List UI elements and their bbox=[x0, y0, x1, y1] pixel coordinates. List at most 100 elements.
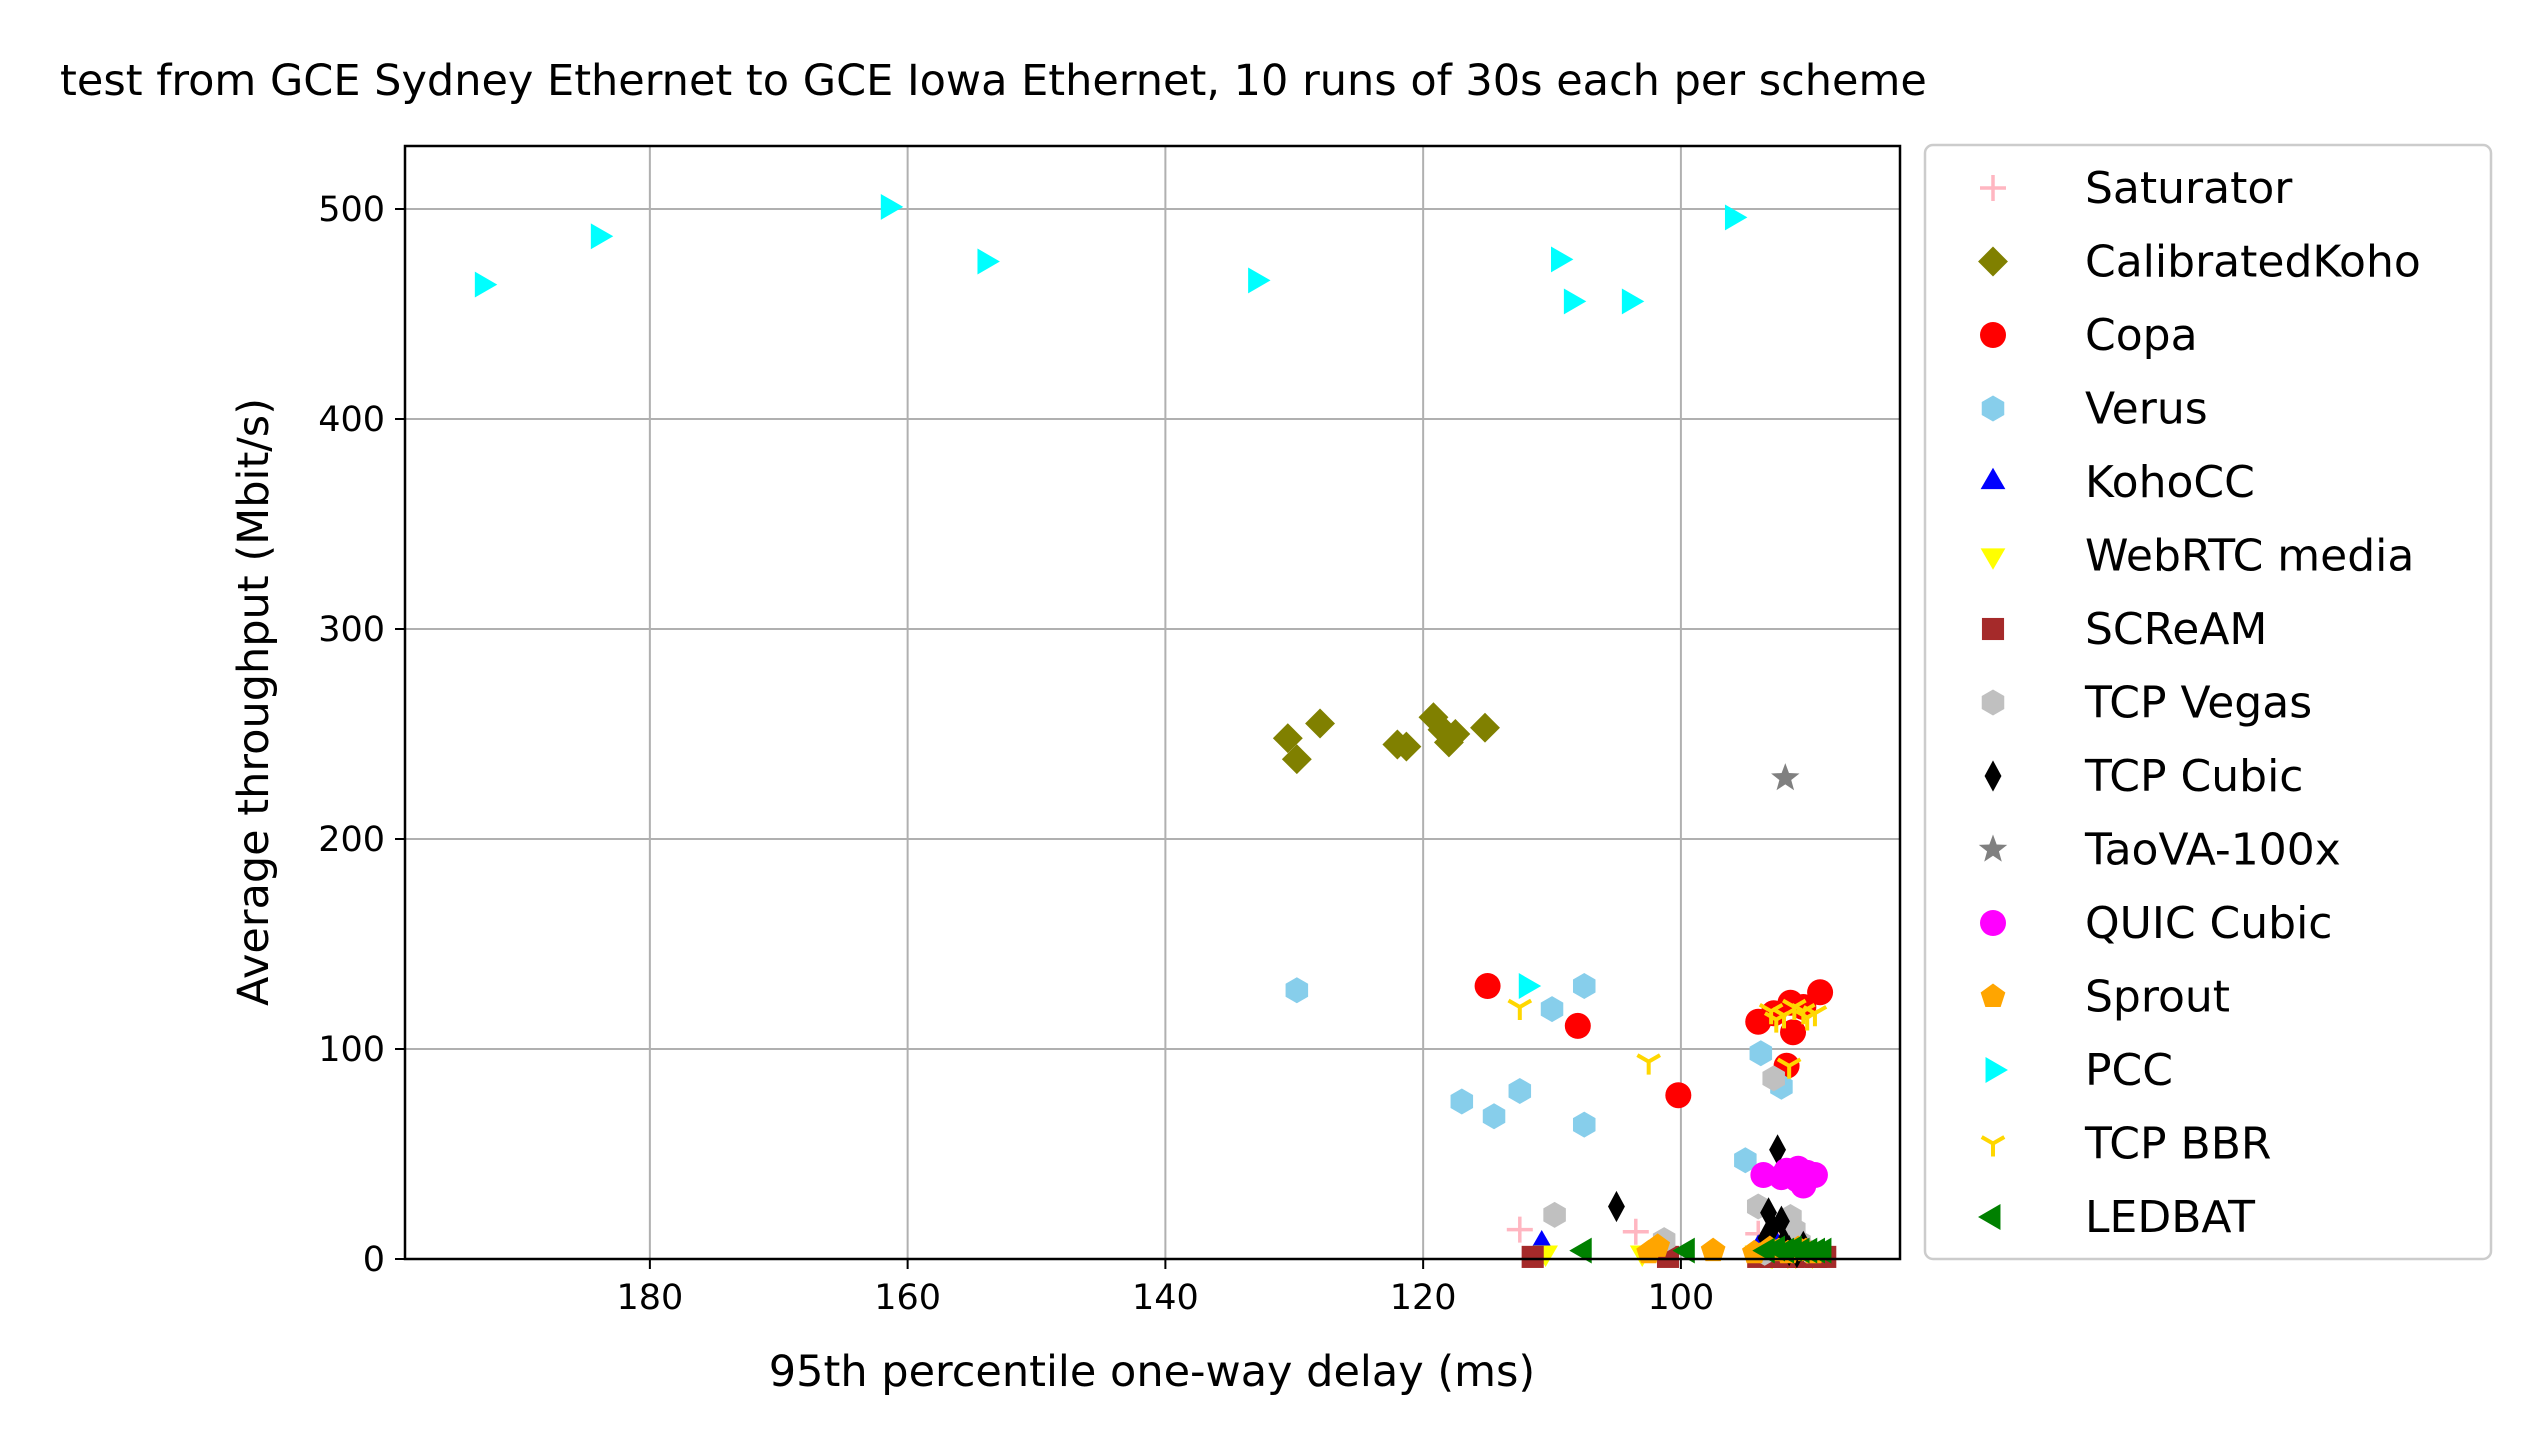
point-tcp-bbr bbox=[1763, 1011, 1789, 1033]
point-calibratedkoho bbox=[1391, 731, 1422, 762]
y-tick-label: 300 bbox=[318, 610, 385, 650]
point-calibratedkoho bbox=[1272, 723, 1303, 754]
legend-item-scream: SCReAM bbox=[1981, 604, 2267, 655]
point-tcp-bbr bbox=[1507, 998, 1533, 1020]
y-tick-label: 400 bbox=[318, 400, 385, 440]
legend-label: SCReAM bbox=[2085, 604, 2267, 655]
point-tcp-bbr bbox=[1782, 998, 1807, 1020]
point-tcp-vegas bbox=[1543, 1201, 1566, 1228]
point-ledbat bbox=[1569, 1237, 1592, 1264]
legend-label: LEDBAT bbox=[2085, 1192, 2255, 1243]
legend-label: CalibratedKoho bbox=[2085, 237, 2421, 288]
series-ledbat bbox=[1569, 1235, 1832, 1264]
point-saturator bbox=[1506, 1216, 1533, 1243]
legend-frame bbox=[1923, 143, 2493, 1261]
point-verus bbox=[1572, 973, 1596, 999]
legend-marker-pcc bbox=[1985, 1057, 2008, 1083]
legend-item-tcp-cubic: TCP Cubic bbox=[1984, 751, 2304, 802]
point-tcp-cubic bbox=[1757, 1222, 1775, 1254]
legend-marker-ledbat bbox=[1978, 1204, 2001, 1230]
point-taova-100x bbox=[1771, 763, 1800, 791]
series-tcp-bbr bbox=[1507, 998, 1828, 1079]
legend-item-sprout: Sprout bbox=[1980, 972, 2230, 1023]
legend-item-quic-cubic: QUIC Cubic bbox=[1980, 898, 2332, 949]
point-pcc bbox=[1724, 204, 1748, 231]
y-tick-label: 0 bbox=[363, 1240, 385, 1280]
x-tick-label: 120 bbox=[1390, 1278, 1457, 1318]
legend-marker-tcp-bbr bbox=[1980, 1135, 2006, 1157]
data-points bbox=[474, 193, 1837, 1270]
point-pcc bbox=[1550, 246, 1574, 273]
legend-label: KohoCC bbox=[2085, 457, 2255, 508]
legend-item-webrtc-media: WebRTC media bbox=[1980, 531, 2414, 582]
point-copa bbox=[1564, 1012, 1591, 1039]
point-verus bbox=[1482, 1103, 1506, 1130]
point-tcp-cubic bbox=[1769, 1134, 1787, 1166]
point-verus bbox=[1572, 1111, 1596, 1138]
point-tcp-cubic bbox=[1608, 1190, 1625, 1223]
legend-label: Copa bbox=[2085, 310, 2198, 361]
legend-marker-calibratedkoho bbox=[1978, 246, 2008, 277]
legend-label: Verus bbox=[2085, 384, 2208, 435]
legend-label: Sprout bbox=[2085, 972, 2230, 1023]
legend-item-pcc: PCC bbox=[1985, 1045, 2173, 1096]
legend-item-calibratedkoho: CalibratedKoho bbox=[1978, 237, 2421, 288]
point-tcp-cubic bbox=[1772, 1205, 1790, 1237]
series-calibratedkoho bbox=[1272, 702, 1500, 775]
x-tick-label: 100 bbox=[1647, 1278, 1714, 1318]
legend-label: TCP Cubic bbox=[2084, 751, 2304, 802]
point-calibratedkoho bbox=[1440, 719, 1471, 749]
point-tcp-vegas bbox=[1762, 1065, 1785, 1092]
point-calibratedkoho bbox=[1305, 708, 1335, 739]
point-verus bbox=[1285, 977, 1309, 1004]
legend-item-copa: Copa bbox=[1980, 310, 2198, 361]
legend-label: TCP BBR bbox=[2084, 1119, 2271, 1170]
point-pcc bbox=[1248, 267, 1271, 294]
point-verus bbox=[1540, 996, 1564, 1023]
legend: Saturator CalibratedKoho Copa Verus KohoCC We… bbox=[1923, 143, 2493, 1261]
point-tcp-bbr bbox=[1776, 1057, 1802, 1079]
legend-marker-tcp-cubic bbox=[1984, 760, 2002, 792]
x-axis-label: 95th percentile one-way delay (ms) bbox=[769, 1347, 1535, 1397]
legend-item-saturator: Saturator bbox=[1980, 163, 2293, 214]
legend-marker-kohocc bbox=[1980, 467, 2006, 490]
point-tcp-bbr bbox=[1636, 1053, 1661, 1075]
point-calibratedkoho bbox=[1418, 702, 1449, 733]
legend-marker-taova-100x bbox=[1978, 834, 2008, 862]
legend-item-verus: Verus bbox=[1981, 384, 2208, 435]
point-pcc bbox=[590, 223, 614, 250]
legend-label: Saturator bbox=[2085, 163, 2293, 214]
point-verus bbox=[1734, 1147, 1757, 1174]
point-calibratedkoho bbox=[1281, 744, 1312, 775]
legend-label: WebRTC media bbox=[2085, 531, 2414, 582]
point-verus bbox=[1450, 1088, 1474, 1115]
point-saturator bbox=[1622, 1218, 1649, 1245]
plot-frame bbox=[403, 144, 1902, 1261]
x-tick-label: 140 bbox=[1132, 1278, 1199, 1318]
legend-label: PCC bbox=[2085, 1045, 2173, 1096]
point-quic-cubic bbox=[1785, 1155, 1812, 1182]
point-pcc bbox=[880, 193, 904, 220]
series-copa bbox=[1474, 973, 1834, 1109]
y-tick-label: 200 bbox=[318, 820, 385, 860]
legend-label: QUIC Cubic bbox=[2085, 898, 2332, 949]
axis-ticks: 180 160 140 120 100 0 100 200 300 400 500 bbox=[318, 190, 1714, 1318]
legend-marker-verus bbox=[1981, 395, 2005, 422]
legend-item-kohocc: KohoCC bbox=[1980, 457, 2255, 508]
y-tick-label: 100 bbox=[318, 1030, 385, 1070]
x-tick-label: 180 bbox=[616, 1278, 683, 1318]
point-sprout bbox=[1700, 1237, 1726, 1262]
series-taova-100x bbox=[1771, 763, 1800, 791]
point-copa bbox=[1780, 1019, 1807, 1046]
point-verus bbox=[1749, 1040, 1773, 1067]
legend-label: TCP Vegas bbox=[2084, 678, 2312, 729]
series-verus bbox=[1285, 973, 1793, 1174]
legend-marker-sprout bbox=[1980, 983, 2006, 1008]
point-sprout bbox=[1645, 1233, 1671, 1257]
point-pcc bbox=[474, 271, 498, 298]
series-pcc bbox=[474, 193, 1748, 999]
y-axis-label: Average throughput (Mbit/s) bbox=[229, 398, 279, 1006]
point-ledbat bbox=[1809, 1237, 1832, 1264]
point-ledbat bbox=[1752, 1237, 1775, 1264]
